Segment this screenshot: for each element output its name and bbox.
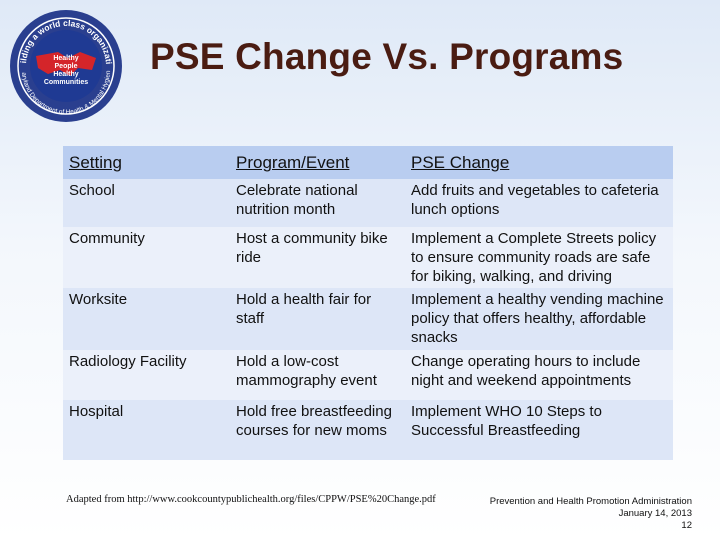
logo-inner-line-3: Healthy [53, 71, 78, 78]
cell-program: Hold free breastfeeding courses for new … [236, 403, 392, 439]
cell-program: Host a community bike ride [236, 230, 388, 266]
maryland-map-icon [36, 52, 96, 76]
table-header-row: Setting Program/Event PSE Change [63, 146, 673, 179]
header-pse-change: PSE Change [411, 153, 510, 172]
table-row: School Celebrate national nutrition mont… [63, 179, 673, 227]
cell-program: Hold a low-cost mammography event [236, 353, 377, 389]
cell-setting: Worksite [69, 291, 128, 308]
table-row: Hospital Hold free breastfeeding courses… [63, 400, 673, 460]
cell-pse-change: Implement WHO 10 Steps to Successful Bre… [411, 403, 602, 439]
cell-setting: School [69, 182, 115, 199]
table-row: Radiology Facility Hold a low-cost mammo… [63, 350, 673, 400]
cell-pse-change: Implement a Complete Streets policy to e… [411, 230, 657, 285]
cell-pse-change: Implement a healthy vending machine poli… [411, 291, 664, 346]
footer-org: Prevention and Health Promotion Administ… [489, 496, 692, 507]
cell-pse-change: Add fruits and vegetables to cafeteria l… [411, 182, 659, 218]
cell-program: Celebrate national nutrition month [236, 182, 358, 218]
cell-program: Hold a health fair for staff [236, 291, 372, 327]
header-setting: Setting [69, 153, 122, 172]
logo-inner-line-2: People [55, 63, 78, 70]
footer-info: Prevention and Health Promotion Administ… [490, 496, 692, 532]
header-program-event: Program/Event [236, 153, 350, 172]
cell-setting: Radiology Facility [69, 353, 187, 370]
footer-date: January 14, 2013 [618, 508, 692, 519]
source-citation: Adapted from http://www.cookcountypublic… [66, 494, 436, 505]
cell-pse-change: Change operating hours to include night … [411, 353, 641, 389]
logo-inner-line-4: Communities [44, 79, 88, 86]
pse-table: Setting Program/Event PSE Change School … [63, 146, 673, 460]
dhmh-logo: Building a world class organization Mary… [5, 0, 124, 124]
cell-setting: Hospital [69, 403, 124, 420]
table-row: Community Host a community bike ride Imp… [63, 227, 673, 288]
logo-inner-line-1: Healthy [53, 55, 78, 62]
slide-title: PSE Change Vs. Programs [150, 36, 624, 77]
page-number: 12 [681, 520, 692, 531]
cell-setting: Community [69, 230, 145, 247]
table-row: Worksite Hold a health fair for staff Im… [63, 288, 673, 350]
